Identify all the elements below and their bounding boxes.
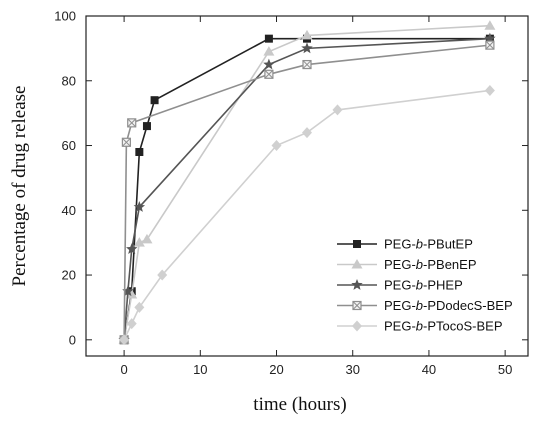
legend-marker	[353, 240, 361, 248]
legend-label-part: b	[416, 237, 423, 252]
data-point	[150, 96, 159, 105]
data-point	[126, 243, 138, 254]
legend: PEG-b-PButEPPEG-b-PBenEPPEG-b-PHEPPEG-b-…	[337, 237, 513, 334]
legend-label-part: -PDodecS-BEP	[423, 298, 513, 313]
legend-item: PEG-b-PButEP	[337, 237, 473, 252]
data-point	[126, 318, 137, 330]
y-axis-title: Percentage of drug release	[9, 86, 30, 287]
y-tick-label: 40	[62, 203, 76, 218]
data-point	[133, 237, 145, 247]
legend-item: PEG-b-PHEP	[337, 278, 463, 293]
axis-tick-labels: 0 10 20 30 40 50 0 20 40 60 80 100	[54, 9, 512, 378]
data-point	[484, 20, 496, 30]
legend-label: PEG-b-PHEP	[384, 278, 463, 293]
data-point	[142, 122, 151, 131]
legend-label-part: -PButEP	[423, 237, 473, 252]
legend-label-part: b	[416, 319, 423, 334]
y-tick-label: 0	[69, 332, 76, 347]
data-point	[301, 29, 313, 40]
legend-marker	[351, 279, 363, 290]
data-point	[135, 148, 144, 156]
legend-item: PEG-b-PBenEP	[337, 257, 477, 272]
axis-ticks	[86, 15, 528, 356]
legend-item: PEG-b-PTocoS-BEP	[337, 319, 503, 334]
series-layer	[118, 20, 496, 346]
data-point	[133, 201, 146, 212]
legend-label-part: b	[416, 278, 423, 293]
legend-label-part: PEG-	[384, 257, 416, 272]
y-tick-label: 60	[62, 138, 76, 153]
data-point	[263, 58, 275, 70]
legend-label-part: PEG-	[384, 319, 416, 334]
data-point	[134, 301, 145, 313]
legend-label: PEG-b-PButEP	[384, 237, 473, 252]
y-tick-label: 20	[62, 268, 76, 283]
x-tick-label: 40	[422, 362, 436, 377]
legend-label: PEG-b-PBenEP	[384, 257, 477, 272]
data-point	[127, 118, 137, 128]
x-tick-label: 10	[193, 362, 207, 377]
data-point	[301, 42, 313, 54]
data-point	[332, 104, 343, 116]
legend-label-part: -PTocoS-BEP	[423, 319, 502, 334]
x-tick-label: 50	[498, 362, 512, 377]
data-point	[122, 285, 134, 297]
legend-label-part: -PBenEP	[423, 257, 476, 272]
legend-label-part: b	[416, 298, 423, 313]
data-point	[271, 140, 282, 152]
series-line	[123, 44, 490, 340]
legend-label-part: PEG-	[384, 278, 416, 293]
series-line	[123, 24, 490, 340]
data-point	[485, 40, 495, 50]
legend-label: PEG-b-PDodecS-BEP	[384, 298, 513, 313]
data-point	[484, 32, 496, 44]
legend-label-part: b	[416, 257, 423, 272]
axis-frame	[85, 15, 529, 357]
data-point	[157, 269, 168, 281]
legend-label-part: -PHEP	[423, 278, 463, 293]
data-point	[302, 127, 312, 139]
data-point	[264, 69, 274, 79]
data-point	[126, 288, 138, 299]
data-point	[141, 233, 153, 244]
x-axis-title: time (hours)	[253, 394, 346, 415]
x-tick-label: 20	[269, 362, 283, 377]
legend-label-part: PEG-	[384, 237, 416, 252]
legend-label: PEG-b-PTocoS-BEP	[384, 319, 503, 334]
legend-marker	[352, 320, 362, 332]
data-point	[302, 59, 312, 70]
y-tick-label: 80	[62, 73, 76, 88]
x-tick-label: 30	[345, 362, 359, 377]
x-tick-label: 0	[120, 362, 127, 377]
series-5	[119, 84, 495, 346]
data-point	[119, 334, 130, 346]
legend-marker	[352, 300, 362, 311]
data-point	[121, 137, 131, 147]
legend-marker	[351, 259, 363, 269]
data-point	[264, 34, 273, 43]
legend-label-part: PEG-	[384, 298, 416, 313]
y-tick-label: 100	[54, 9, 76, 24]
legend-item: PEG-b-PDodecS-BEP	[337, 298, 513, 313]
data-point	[263, 46, 275, 56]
data-point	[484, 84, 495, 96]
plot-area-border	[85, 15, 529, 357]
